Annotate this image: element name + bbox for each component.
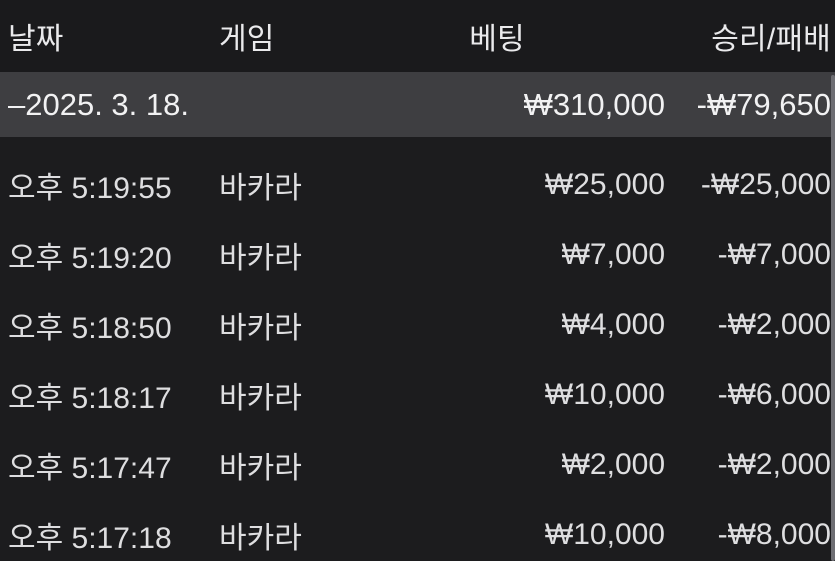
- table-header: 날짜 게임 베팅 승리/패배: [0, 0, 835, 72]
- table-row: 오후 5:19:55 바카라 ₩25,000 -₩25,000: [0, 150, 835, 220]
- date-group-bet-total: ₩310,000: [523, 86, 665, 122]
- row-time: 오후 5:18:17: [8, 382, 172, 415]
- table-row: 오후 5:18:50 바카라 ₩4,000 -₩2,000: [0, 290, 835, 360]
- row-game: 바카라: [219, 522, 302, 555]
- row-game: 바카라: [219, 172, 302, 205]
- row-game: 바카라: [219, 382, 302, 415]
- row-bet: ₩10,000: [544, 518, 665, 551]
- table-row: 오후 5:17:18 바카라 ₩10,000 -₩8,000: [0, 500, 835, 561]
- row-bet: ₩4,000: [561, 308, 665, 341]
- row-bet: ₩7,000: [561, 238, 665, 271]
- row-result: -₩2,000: [717, 448, 831, 481]
- row-time: 오후 5:17:47: [8, 452, 172, 485]
- row-result: -₩8,000: [717, 518, 831, 551]
- table-row: 오후 5:17:47 바카라 ₩2,000 -₩2,000: [0, 430, 835, 500]
- date-group-row[interactable]: –2025. 3. 18. ₩310,000 -₩79,650: [0, 72, 835, 137]
- row-bet: ₩2,000: [561, 448, 665, 481]
- row-game: 바카라: [219, 312, 302, 345]
- row-result: -₩7,000: [717, 238, 831, 271]
- row-game: 바카라: [219, 452, 302, 485]
- row-time: 오후 5:18:50: [8, 312, 172, 345]
- row-game: 바카라: [219, 242, 302, 275]
- table-row: 오후 5:18:17 바카라 ₩10,000 -₩6,000: [0, 360, 835, 430]
- date-group-result-total: -₩79,650: [696, 86, 831, 122]
- history-rows: 오후 5:19:55 바카라 ₩25,000 -₩25,000 오후 5:19:…: [0, 150, 835, 561]
- row-result: -₩2,000: [717, 308, 831, 341]
- row-bet: ₩25,000: [544, 168, 665, 201]
- row-result: -₩6,000: [717, 378, 831, 411]
- scrollbar[interactable]: [831, 75, 835, 561]
- row-time: 오후 5:19:20: [8, 242, 172, 275]
- header-bet: 베팅: [469, 23, 525, 56]
- header-game: 게임: [219, 23, 275, 56]
- date-group-label[interactable]: –2025. 3. 18.: [8, 86, 189, 122]
- header-winloss: 승리/패배: [711, 23, 831, 56]
- row-result: -₩25,000: [700, 168, 831, 201]
- table-row: 오후 5:19:20 바카라 ₩7,000 -₩7,000: [0, 220, 835, 290]
- header-date: 날짜: [8, 23, 64, 56]
- row-bet: ₩10,000: [544, 378, 665, 411]
- row-time: 오후 5:19:55: [8, 172, 172, 205]
- row-time: 오후 5:17:18: [8, 522, 172, 555]
